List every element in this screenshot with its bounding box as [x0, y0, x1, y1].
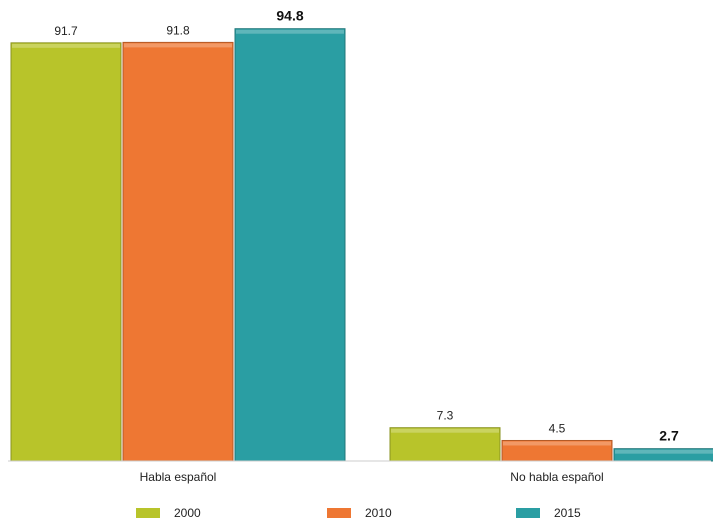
- value-label-habla-2000: 91.7: [54, 24, 78, 38]
- bar-no-habla-2000: [389, 427, 501, 462]
- value-label-no-habla-2015: 2.7: [659, 428, 679, 444]
- bar-highlight: [124, 43, 232, 48]
- bar-highlight: [12, 43, 120, 48]
- legend-swatch-2010: [327, 508, 351, 518]
- legend-swatch-2000: [136, 508, 160, 518]
- bars-layer: [10, 28, 713, 462]
- value-label-habla-2015: 94.8: [276, 8, 303, 24]
- bar-habla-2015: [234, 28, 346, 462]
- bar-highlight: [236, 29, 344, 34]
- legend: 2000 2010 2015: [136, 506, 581, 519]
- bar-habla-2010: [122, 41, 234, 462]
- bar-highlight: [391, 428, 499, 433]
- legend-label-2010: 2010: [365, 506, 392, 519]
- legend-label-2000: 2000: [174, 506, 201, 519]
- value-label-no-habla-2010: 4.5: [549, 421, 566, 435]
- bar-highlight: [615, 449, 713, 454]
- legend-label-2015: 2015: [554, 506, 581, 519]
- value-label-habla-2010: 91.8: [166, 23, 190, 37]
- bar-highlight: [503, 441, 611, 446]
- category-label-habla: Habla español: [140, 470, 217, 484]
- value-label-no-habla-2000: 7.3: [437, 409, 454, 423]
- category-label-no-habla: No habla español: [510, 470, 603, 484]
- category-labels-layer: Habla español No habla español: [140, 470, 604, 484]
- bar-habla-2000: [10, 42, 122, 462]
- legend-swatch-2015: [516, 508, 540, 518]
- value-labels-layer: 91.7 91.8 94.8 7.3 4.5 2.7: [54, 8, 679, 444]
